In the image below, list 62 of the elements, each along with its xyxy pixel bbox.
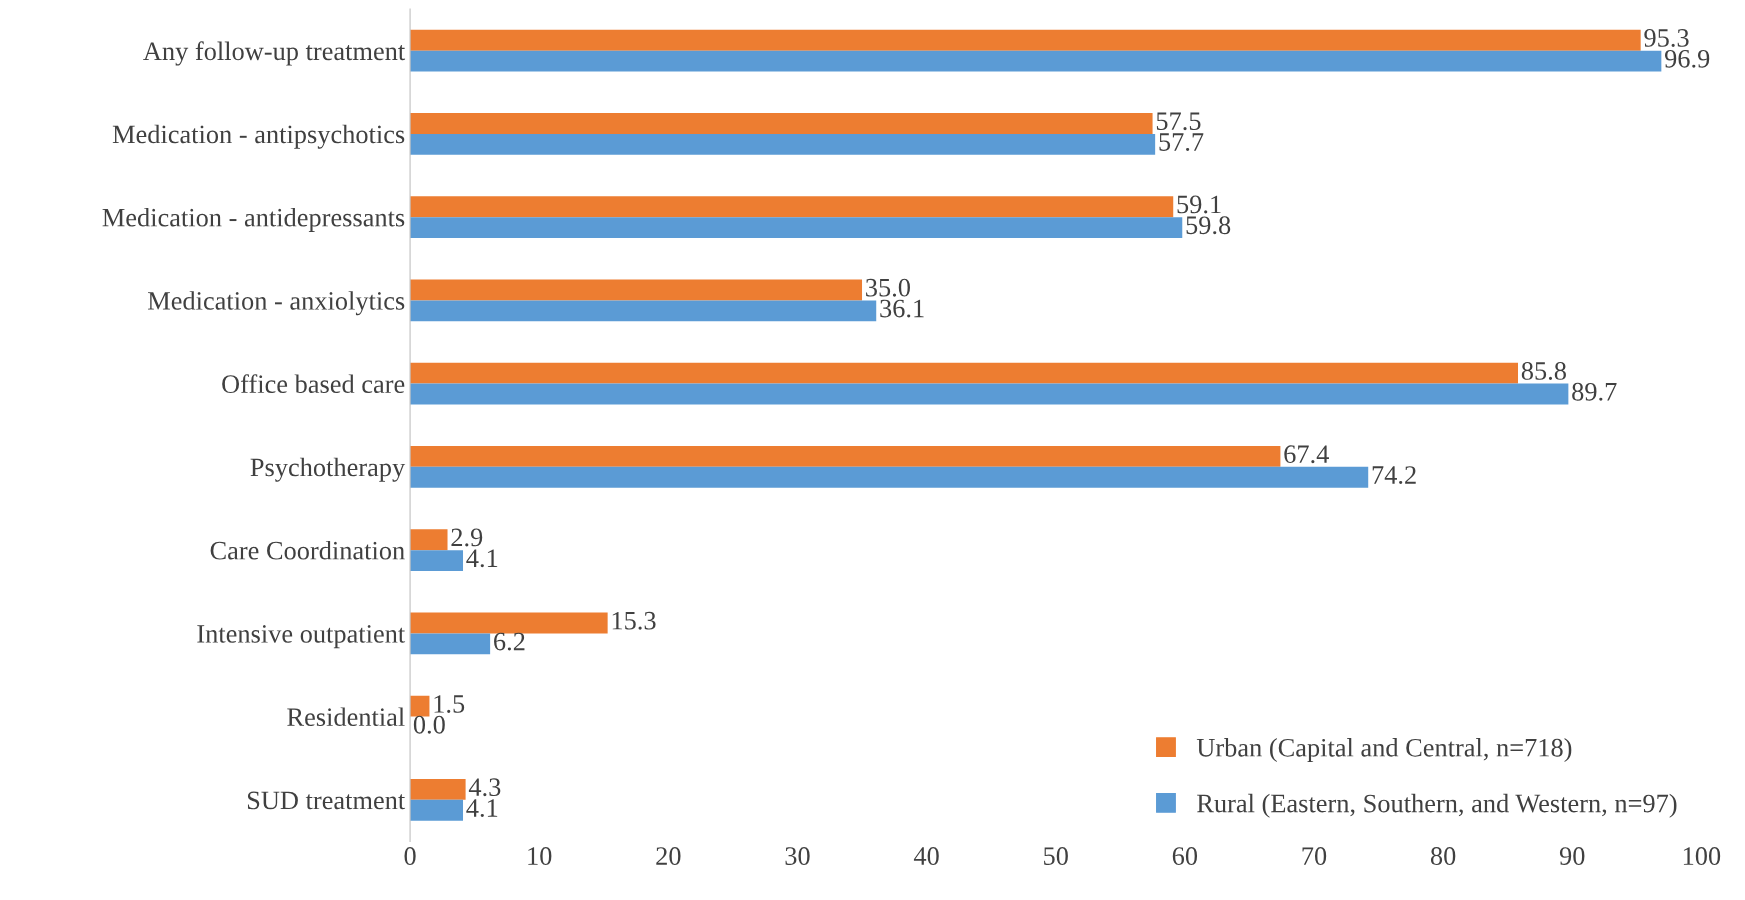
y-tick-label: Residential [287, 707, 405, 727]
bar [410, 779, 466, 800]
x-tick-label: 10 [528, 847, 552, 865]
bar [410, 550, 464, 571]
data-label: 36.1 [880, 299, 924, 318]
bar [410, 133, 1156, 155]
data-label: 35.0 [866, 278, 910, 297]
data-label: 2.9 [451, 528, 483, 547]
y-tick-label: Office based care [222, 374, 405, 394]
bar [410, 799, 464, 821]
x-tick-label: 30 [785, 847, 810, 865]
x-tick-label: 70 [1302, 847, 1327, 865]
data-label: 74.2 [1372, 466, 1416, 484]
data-label: 59.8 [1186, 216, 1231, 235]
data-label: 4.1 [466, 799, 498, 817]
data-label: 85.8 [1521, 362, 1566, 380]
data-label: 67.4 [1284, 445, 1329, 464]
bar [410, 300, 877, 322]
y-tick-label: Care Coordination [210, 540, 405, 560]
data-label: 57.5 [1156, 112, 1201, 131]
data-label: 1.5 [434, 695, 465, 713]
y-tick-label: Psychotherapy [250, 457, 406, 482]
y-tick-label: Medication - anxiolytics [148, 291, 405, 316]
data-label: 57.7 [1159, 133, 1204, 151]
bar [410, 383, 1569, 405]
x-tick-label: 20 [656, 847, 681, 865]
bar [410, 113, 1153, 134]
bar [410, 217, 1183, 238]
data-label: 15.3 [612, 611, 656, 630]
data-label: 95.3 [1644, 29, 1689, 47]
x-tick-label: 100 [1683, 847, 1721, 865]
data-label: 4.1 [466, 549, 498, 568]
bar [410, 529, 448, 551]
x-tick-label: 80 [1430, 847, 1456, 865]
data-label: 89.7 [1572, 382, 1617, 401]
data-label: 4.3 [468, 778, 501, 797]
bar [410, 196, 1174, 218]
y-tick-label: Medication - antipsychotics [112, 124, 405, 149]
data-label: 6.2 [494, 632, 525, 651]
bar [410, 446, 1281, 467]
bar [410, 633, 491, 655]
bar [410, 695, 430, 717]
data-label: 59.1 [1177, 195, 1221, 214]
bar [410, 50, 1662, 72]
bar [410, 612, 608, 634]
data-label: 0.0 [413, 715, 445, 734]
y-tick-label: Medication - antidepressants [102, 207, 405, 232]
bar [410, 466, 1369, 488]
x-tick-label: 50 [1044, 847, 1068, 865]
x-tick-label: 0 [404, 847, 416, 865]
bar [410, 29, 1641, 51]
legend-label: Urban (Capital and Central, n=718) [1196, 738, 1572, 762]
y-tick-label: Any follow-up treatment [143, 41, 406, 66]
y-tick-label: SUD treatment [247, 791, 406, 810]
x-tick-label: 40 [913, 847, 939, 865]
bar [410, 362, 1519, 384]
bar [410, 279, 863, 301]
legend-label: Rural (Eastern, Southern, and Western, n=97) [1197, 793, 1677, 818]
x-tick-label: 60 [1172, 847, 1198, 865]
x-tick-label: 90 [1559, 847, 1585, 865]
data-label: 96.9 [1664, 49, 1710, 68]
y-tick-label: Intensive outpatient [197, 625, 406, 649]
